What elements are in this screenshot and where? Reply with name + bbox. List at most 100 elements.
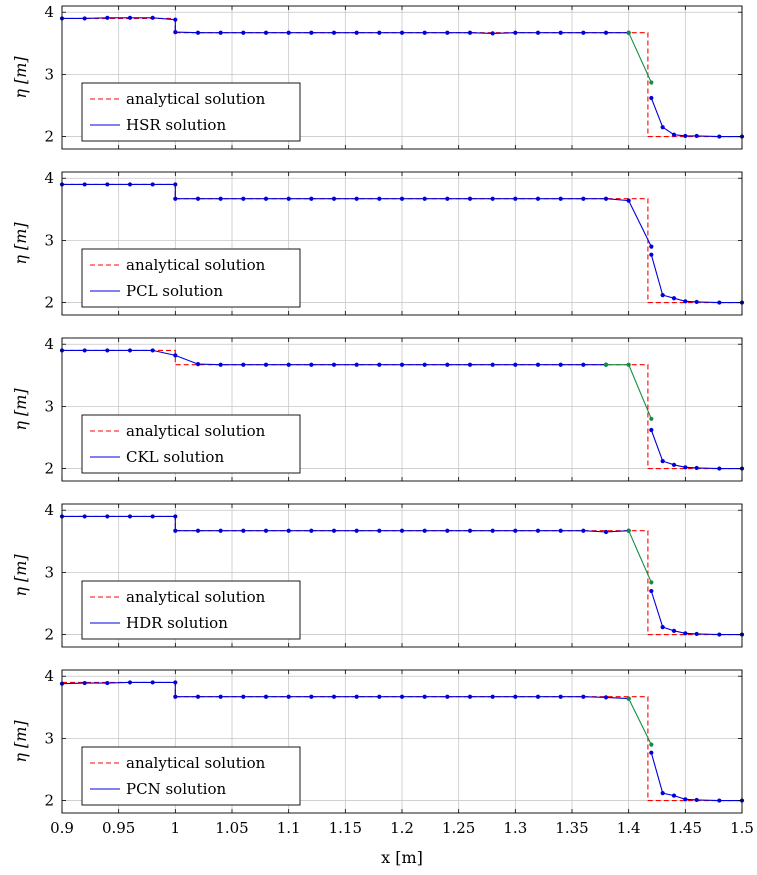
- data-point: [467, 196, 473, 201]
- legend-label: CKL solution: [126, 448, 224, 466]
- y-tick-label: 3: [44, 65, 54, 83]
- data-point: [331, 30, 337, 35]
- x-tick-label: 1.15: [329, 819, 362, 837]
- data-point: [354, 528, 359, 533]
- data-point: [649, 95, 654, 101]
- legend: analytical solution CKL solution: [81, 414, 301, 474]
- data-point: [82, 680, 87, 686]
- x-tick-label: 1.45: [669, 819, 702, 837]
- legend-label: analytical solution: [126, 754, 266, 772]
- x-tick-label: 1.5: [730, 819, 754, 837]
- data-point: [150, 348, 155, 353]
- data-point: [603, 30, 609, 35]
- data-point: [127, 348, 133, 353]
- y-tick-label: 2: [44, 460, 54, 478]
- panel-5: 2 3 4 η [m] 0.9 0.95 1 1.05 1.1 1.15 1.2 1.25 1.3 1.3…: [11, 667, 754, 867]
- data-point: [173, 514, 178, 519]
- data-point: [195, 528, 201, 533]
- data-point: [490, 31, 495, 36]
- x-tick-label: 1.1: [277, 819, 301, 837]
- data-point: [127, 182, 133, 187]
- data-point: [603, 695, 609, 700]
- data-point: [195, 30, 201, 35]
- data-point: [173, 680, 178, 685]
- data-point: [649, 80, 654, 85]
- legend-box: [81, 580, 301, 640]
- data-point: [173, 17, 178, 22]
- data-point: [467, 528, 473, 533]
- series-pcl-solution: [62, 183, 652, 247]
- data-point: [150, 182, 155, 187]
- data-point: [127, 680, 133, 685]
- legend-label: PCL solution: [126, 282, 223, 300]
- data-point: [603, 529, 609, 535]
- data-point: [331, 694, 337, 699]
- x-tick-label: 1.2: [390, 819, 414, 837]
- data-point: [105, 514, 110, 519]
- data-point: [82, 348, 87, 353]
- data-point: [377, 694, 382, 699]
- data-point: [399, 362, 405, 367]
- panel-2: 2 3 4 η [m] analytical solution PCL solution: [11, 169, 745, 316]
- data-point: [603, 196, 609, 201]
- data-point: [683, 133, 688, 139]
- data-point: [422, 694, 427, 699]
- data-point: [660, 791, 665, 796]
- legend-label: HDR solution: [126, 614, 228, 632]
- legend-label: analytical solution: [126, 256, 266, 274]
- data-point: [286, 528, 291, 533]
- data-point: [286, 30, 291, 35]
- data-point: [218, 30, 223, 35]
- x-tick-label: 1: [171, 819, 181, 837]
- data-point: [649, 427, 654, 433]
- data-point: [150, 680, 155, 685]
- data-point: [127, 514, 133, 519]
- data-point: [309, 196, 314, 201]
- y-tick-label: 4: [44, 335, 54, 353]
- data-point: [173, 196, 178, 201]
- data-point: [263, 196, 269, 201]
- data-point: [422, 362, 427, 367]
- legend: analytical solution PCN solution: [81, 746, 301, 806]
- data-point: [150, 514, 155, 519]
- data-point: [558, 528, 563, 533]
- data-point: [649, 416, 654, 421]
- data-point: [513, 362, 518, 367]
- data-point: [671, 462, 677, 467]
- data-point: [490, 196, 495, 201]
- data-point: [195, 362, 201, 367]
- data-point: [354, 30, 359, 35]
- legend-label: analytical solution: [126, 588, 266, 606]
- data-point: [173, 30, 178, 35]
- series-segment-2: [628, 530, 652, 583]
- data-point: [422, 196, 427, 201]
- data-point: [195, 694, 201, 699]
- data-point: [354, 196, 359, 201]
- data-point: [558, 196, 563, 201]
- data-point: [694, 299, 699, 305]
- data-point: [581, 196, 586, 201]
- data-point: [558, 694, 563, 699]
- data-point: [263, 528, 269, 533]
- data-point: [241, 694, 246, 699]
- data-point: [263, 30, 269, 35]
- series-segment-2: [650, 97, 742, 138]
- data-point: [445, 694, 450, 699]
- data-point: [173, 353, 178, 358]
- data-point: [660, 459, 665, 464]
- data-point: [105, 348, 110, 353]
- y-tick-label: 3: [44, 729, 54, 747]
- data-point: [331, 196, 337, 201]
- y-axis-label: η [m]: [11, 56, 30, 99]
- data-point: [683, 631, 688, 636]
- x-tick-label: 1.35: [555, 819, 588, 837]
- data-point: [694, 133, 699, 139]
- y-tick-label: 3: [44, 397, 54, 415]
- data-point: [309, 30, 314, 35]
- data-point: [649, 588, 654, 594]
- data-point: [558, 30, 563, 35]
- legend-box: [81, 746, 301, 806]
- data-point: [649, 742, 654, 747]
- y-tick-label: 2: [44, 626, 54, 644]
